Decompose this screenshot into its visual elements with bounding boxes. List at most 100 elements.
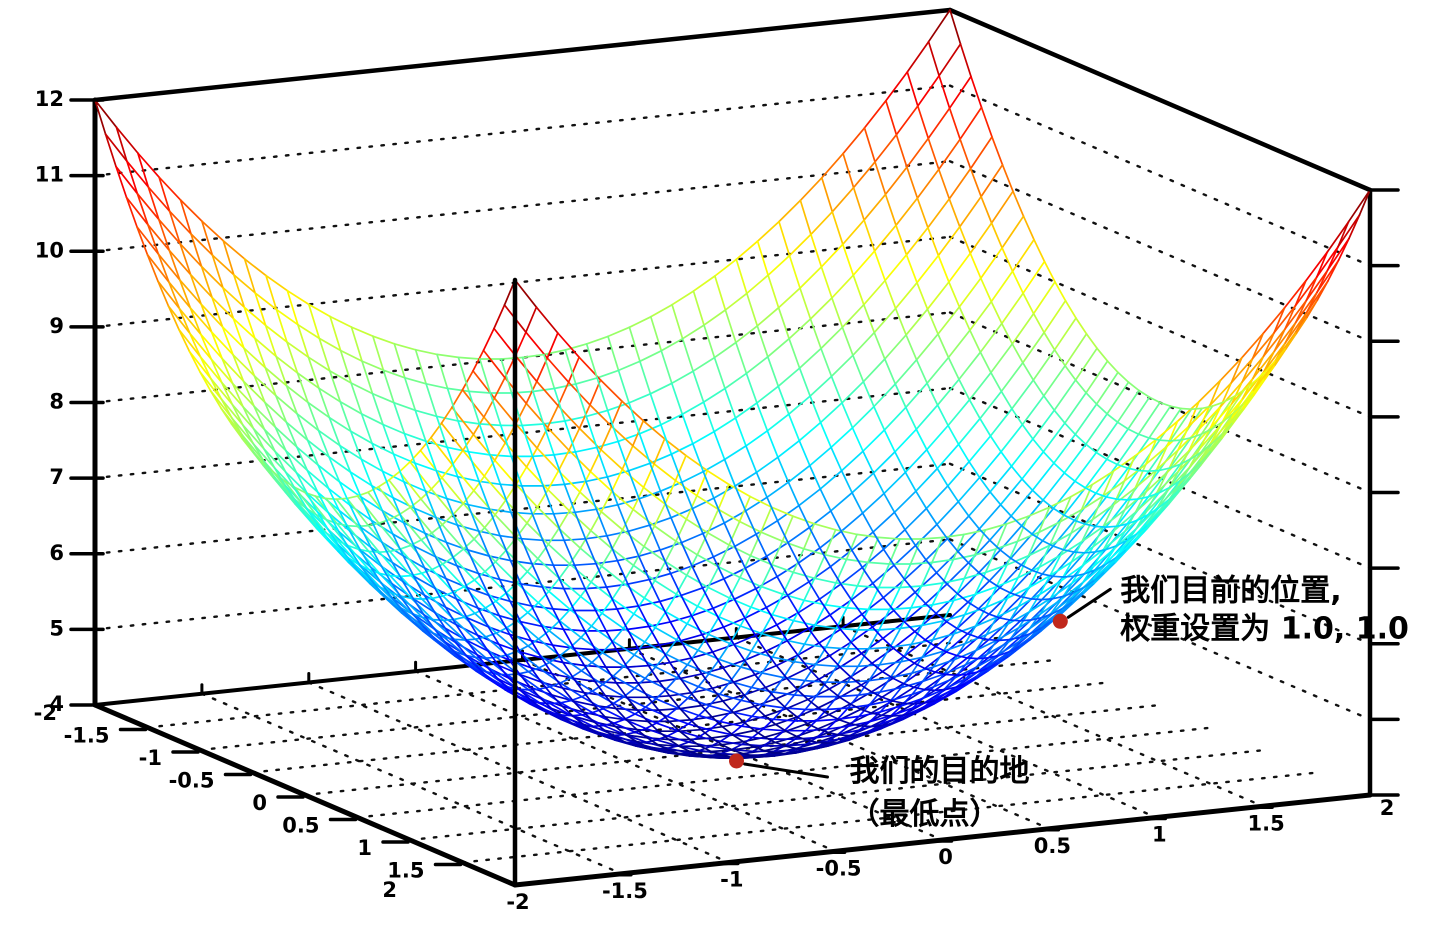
mesh-segment — [1021, 450, 1045, 480]
mesh-segment — [465, 654, 489, 669]
mesh-segment — [772, 707, 785, 721]
mesh-segment — [506, 654, 530, 673]
mesh-segment — [622, 627, 646, 643]
mesh-segment — [601, 683, 625, 698]
mesh-segment — [755, 471, 768, 499]
mesh-segment — [284, 484, 297, 502]
mesh-segment — [974, 585, 998, 596]
mesh-segment — [798, 367, 811, 397]
mesh-segment — [530, 639, 543, 659]
mesh-segment — [569, 608, 593, 627]
mesh-segment — [891, 700, 904, 705]
mesh-segment — [772, 718, 796, 722]
mesh-segment — [799, 266, 823, 289]
mesh-segment — [482, 327, 495, 352]
mesh-segment — [691, 507, 704, 535]
mesh-segment — [685, 454, 709, 472]
mesh-segment — [884, 193, 897, 227]
mesh-segment — [891, 714, 904, 717]
mesh-segment — [1074, 480, 1087, 489]
mesh-segment — [489, 392, 502, 427]
mesh-segment — [861, 492, 885, 514]
mesh-segment — [1274, 348, 1287, 366]
mesh-segment — [744, 617, 757, 637]
mesh-segment — [546, 332, 559, 359]
mesh-segment — [402, 580, 415, 600]
mesh-segment — [934, 671, 947, 676]
mesh-segment — [560, 714, 573, 717]
mesh-segment — [916, 281, 929, 311]
mesh-segment — [254, 292, 267, 327]
mesh-segment — [787, 464, 811, 484]
mesh-segment — [895, 133, 908, 169]
mesh-segment — [104, 133, 128, 163]
mesh-segment — [1188, 428, 1201, 452]
mesh-segment — [147, 223, 171, 252]
mesh-segment — [803, 624, 816, 646]
mesh-segment — [1029, 627, 1042, 635]
mesh-segment — [819, 402, 843, 424]
mesh-segment — [842, 127, 866, 155]
mesh-segment — [860, 670, 884, 687]
mesh-segment — [243, 258, 267, 277]
mesh-segment — [403, 432, 427, 443]
mesh-segment — [713, 430, 726, 461]
x-tick-label: -1.5 — [602, 879, 648, 903]
mesh-segment — [977, 616, 1001, 639]
mesh-segment — [521, 356, 534, 393]
mesh-segment — [879, 704, 903, 713]
mesh-segment — [820, 326, 844, 350]
mesh-segment — [412, 575, 426, 596]
mesh-segment — [742, 740, 755, 748]
mesh-segment — [455, 623, 468, 642]
mesh-segment — [739, 606, 752, 627]
mesh-segment — [988, 557, 1012, 582]
mesh-segment — [528, 702, 541, 710]
mesh-segment — [969, 222, 993, 255]
mesh-segment — [430, 488, 454, 516]
mesh-segment — [915, 467, 939, 493]
mesh-segment — [681, 401, 705, 416]
mesh-segment — [388, 470, 401, 481]
mesh-segment — [979, 247, 1003, 280]
mesh-segment — [1104, 561, 1117, 574]
mesh-segment — [1081, 565, 1095, 584]
mesh-segment — [125, 196, 138, 228]
mesh-segment — [850, 531, 874, 551]
mesh-segment — [1019, 632, 1032, 639]
mesh-segment — [348, 548, 361, 566]
mesh-segment — [721, 743, 734, 751]
mesh-segment — [531, 562, 555, 567]
mesh-segment — [380, 565, 393, 585]
mesh-segment — [846, 585, 859, 609]
mesh-segment — [559, 699, 573, 704]
mesh-segment — [264, 324, 277, 358]
mesh-segment — [424, 490, 437, 519]
mesh-segment — [964, 633, 988, 645]
mesh-segment — [916, 254, 940, 284]
mesh-segment — [561, 687, 574, 702]
mesh-segment — [744, 510, 757, 536]
mesh-segment — [966, 671, 979, 676]
mesh-segment — [1177, 425, 1190, 451]
mesh-segment — [722, 626, 735, 646]
mesh-segment — [378, 522, 402, 550]
mesh-segment — [761, 656, 774, 674]
mesh-segment — [1038, 580, 1062, 596]
mesh-segment — [1042, 472, 1066, 501]
mesh-segment — [712, 598, 736, 610]
mesh-segment — [948, 252, 972, 283]
mesh-segment — [1177, 466, 1191, 486]
mesh-segment — [838, 718, 851, 725]
mesh-segment — [478, 358, 492, 394]
mesh-segment — [1137, 495, 1150, 500]
mesh-segment — [263, 448, 276, 469]
mesh-segment — [831, 297, 844, 329]
mesh-segment — [1051, 595, 1064, 600]
mesh-segment — [606, 476, 619, 506]
mesh-segment — [1127, 381, 1140, 392]
mesh-segment — [653, 438, 666, 465]
mesh-segment — [628, 402, 641, 435]
mesh-segment — [946, 515, 970, 540]
mesh-segment — [687, 714, 700, 725]
